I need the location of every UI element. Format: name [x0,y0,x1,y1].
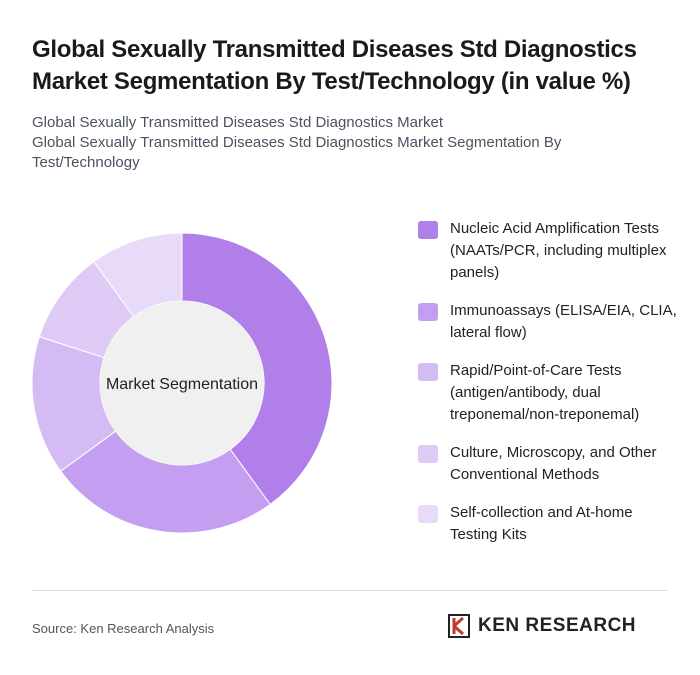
legend-item: Immunoassays (ELISA/EIA, CLIA, lateral f… [418,300,678,344]
legend-item: Nucleic Acid Amplification Tests (NAATs/… [418,218,678,284]
legend-item: Self-collection and At-home Testing Kits [418,502,678,546]
legend-label: Self-collection and At-home Testing Kits [450,504,633,543]
legend-swatch [418,445,438,463]
legend-swatch [418,221,438,239]
logo-text: KEN RESEARCH [478,615,637,636]
donut-chart: Market Segmentation [31,232,333,534]
divider [32,590,668,591]
legend-label: Nucleic Acid Amplification Tests (NAATs/… [450,220,667,281]
subtitles: Global Sexually Transmitted Diseases Std… [32,113,632,173]
subtitle: Global Sexually Transmitted Diseases Std… [32,114,444,131]
legend: Nucleic Acid Amplification Tests (NAATs/… [418,218,678,546]
subtitle: Global Sexually Transmitted Diseases Std… [32,134,562,171]
center-label: Market Segmentation [106,376,258,393]
legend-swatch [418,505,438,523]
legend-item: Rapid/Point-of-Care Tests (antigen/antib… [418,360,678,426]
legend-swatch [418,363,438,381]
legend-label: Immunoassays (ELISA/EIA, CLIA, lateral f… [450,302,677,341]
donut-hole [100,301,264,465]
title: Global Sexually Transmitted Diseases Std… [32,36,637,95]
legend-label: Rapid/Point-of-Care Tests (antigen/antib… [450,362,640,423]
source: Source: Ken Research Analysis [32,621,215,636]
legend-swatch [418,303,438,321]
legend-item: Culture, Microscopy, and Other Conventio… [418,442,678,486]
logo: KEN RESEARCH [448,614,636,638]
logo-icon [448,614,470,638]
legend-label: Culture, Microscopy, and Other Conventio… [450,444,657,483]
